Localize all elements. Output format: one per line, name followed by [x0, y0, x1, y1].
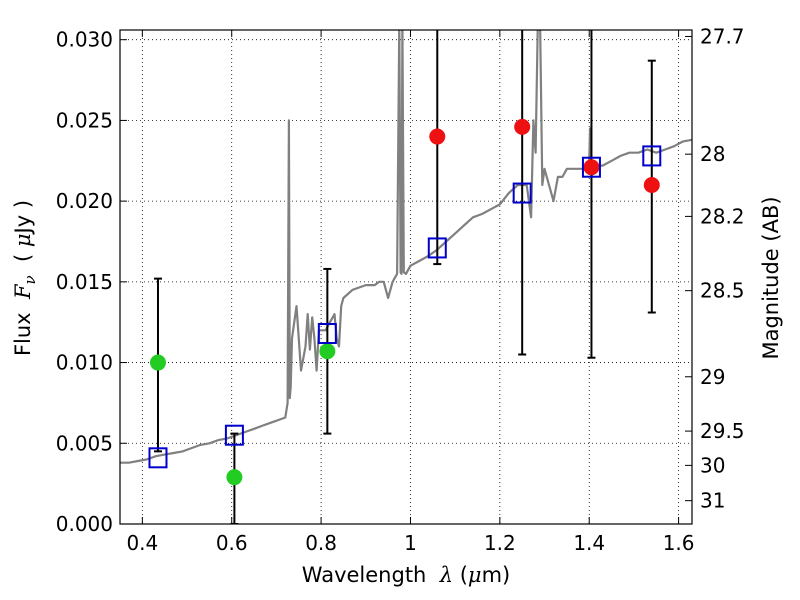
y-tick-label: 0.020 [56, 189, 113, 213]
model-photometry-square [224, 424, 244, 446]
data-layer [120, 30, 692, 524]
x-tick-label: 0.8 [305, 531, 337, 555]
y2-tick-label: 29.5 [700, 419, 745, 443]
y2-tick-label: 31 [700, 489, 725, 513]
y-axis-label-open: ( [11, 247, 35, 275]
y2-axis-label: Magnitude (AB) [759, 196, 783, 359]
error-bars [153, 30, 656, 524]
photometry-points [149, 118, 660, 486]
x-axis-label-unit: m) [482, 563, 511, 587]
x-tick-label: 1.4 [573, 531, 605, 555]
model-photometry-square [148, 447, 168, 469]
x-axis-label-symbol: λ [439, 563, 453, 587]
model-photometry-square [642, 145, 662, 167]
x-tick-label: 0.4 [126, 531, 158, 555]
model-photometry-square [512, 182, 532, 204]
y2-tick-label: 28 [700, 142, 725, 166]
plot-background [120, 30, 692, 524]
photometry-point [226, 469, 243, 486]
y-axis-label-sub: ν [21, 275, 39, 284]
y-axis-label-unit: Jy ) [11, 200, 35, 236]
photometry-point [583, 159, 600, 176]
y-axis-label-symbol: F [11, 283, 35, 300]
photometry-point [319, 343, 336, 360]
model-photometry-square [427, 237, 447, 259]
ticks: 0.4 0.6 0.8 1 1.2 1.4 1.6 0.000 0.005 0.010 0.015 0… [56, 24, 745, 555]
y2-tick-label: 28.5 [700, 279, 745, 303]
y-tick-label: 0.015 [56, 270, 113, 294]
plot-frame [119, 29, 693, 525]
y-tick-label: 0.010 [56, 351, 113, 375]
sed-model-line [120, 30, 692, 464]
x-axis-label: Wavelength λ (μm) [302, 563, 510, 587]
photometry-point [514, 118, 531, 135]
model-photometry-squares [148, 145, 662, 469]
x-tick-label: 1.6 [663, 531, 695, 555]
y-axis-label-prefix: Flux [11, 299, 35, 356]
x-tick-label: 0.6 [216, 531, 248, 555]
photometry-point [149, 354, 166, 371]
x-tick-label: 1.2 [484, 531, 516, 555]
x-axis-label-prefix: Wavelength [302, 563, 440, 587]
y2-tick-label: 28.2 [700, 204, 745, 228]
x-axis-label-mu: μ [468, 563, 482, 587]
model-photometry-square [317, 323, 337, 345]
y-axis-label: Flux Fν ( μJy ) [11, 200, 39, 356]
y-tick-label: 0.025 [56, 108, 113, 132]
y-tick-label: 0.030 [56, 28, 113, 52]
y-axis-label-mu: μ [11, 233, 35, 247]
photometry-point [429, 128, 446, 145]
model-photometry-square [581, 156, 601, 178]
x-tick-label: 1 [404, 531, 417, 555]
photometry-point [643, 176, 660, 193]
y2-tick-label: 29 [700, 365, 725, 389]
y2-tick-label: 30 [700, 453, 725, 477]
y2-tick-label: 27.7 [700, 24, 745, 48]
x-axis-label-open: ( [453, 563, 468, 587]
y-tick-label: 0.000 [56, 512, 113, 536]
y-tick-label: 0.005 [56, 431, 113, 455]
